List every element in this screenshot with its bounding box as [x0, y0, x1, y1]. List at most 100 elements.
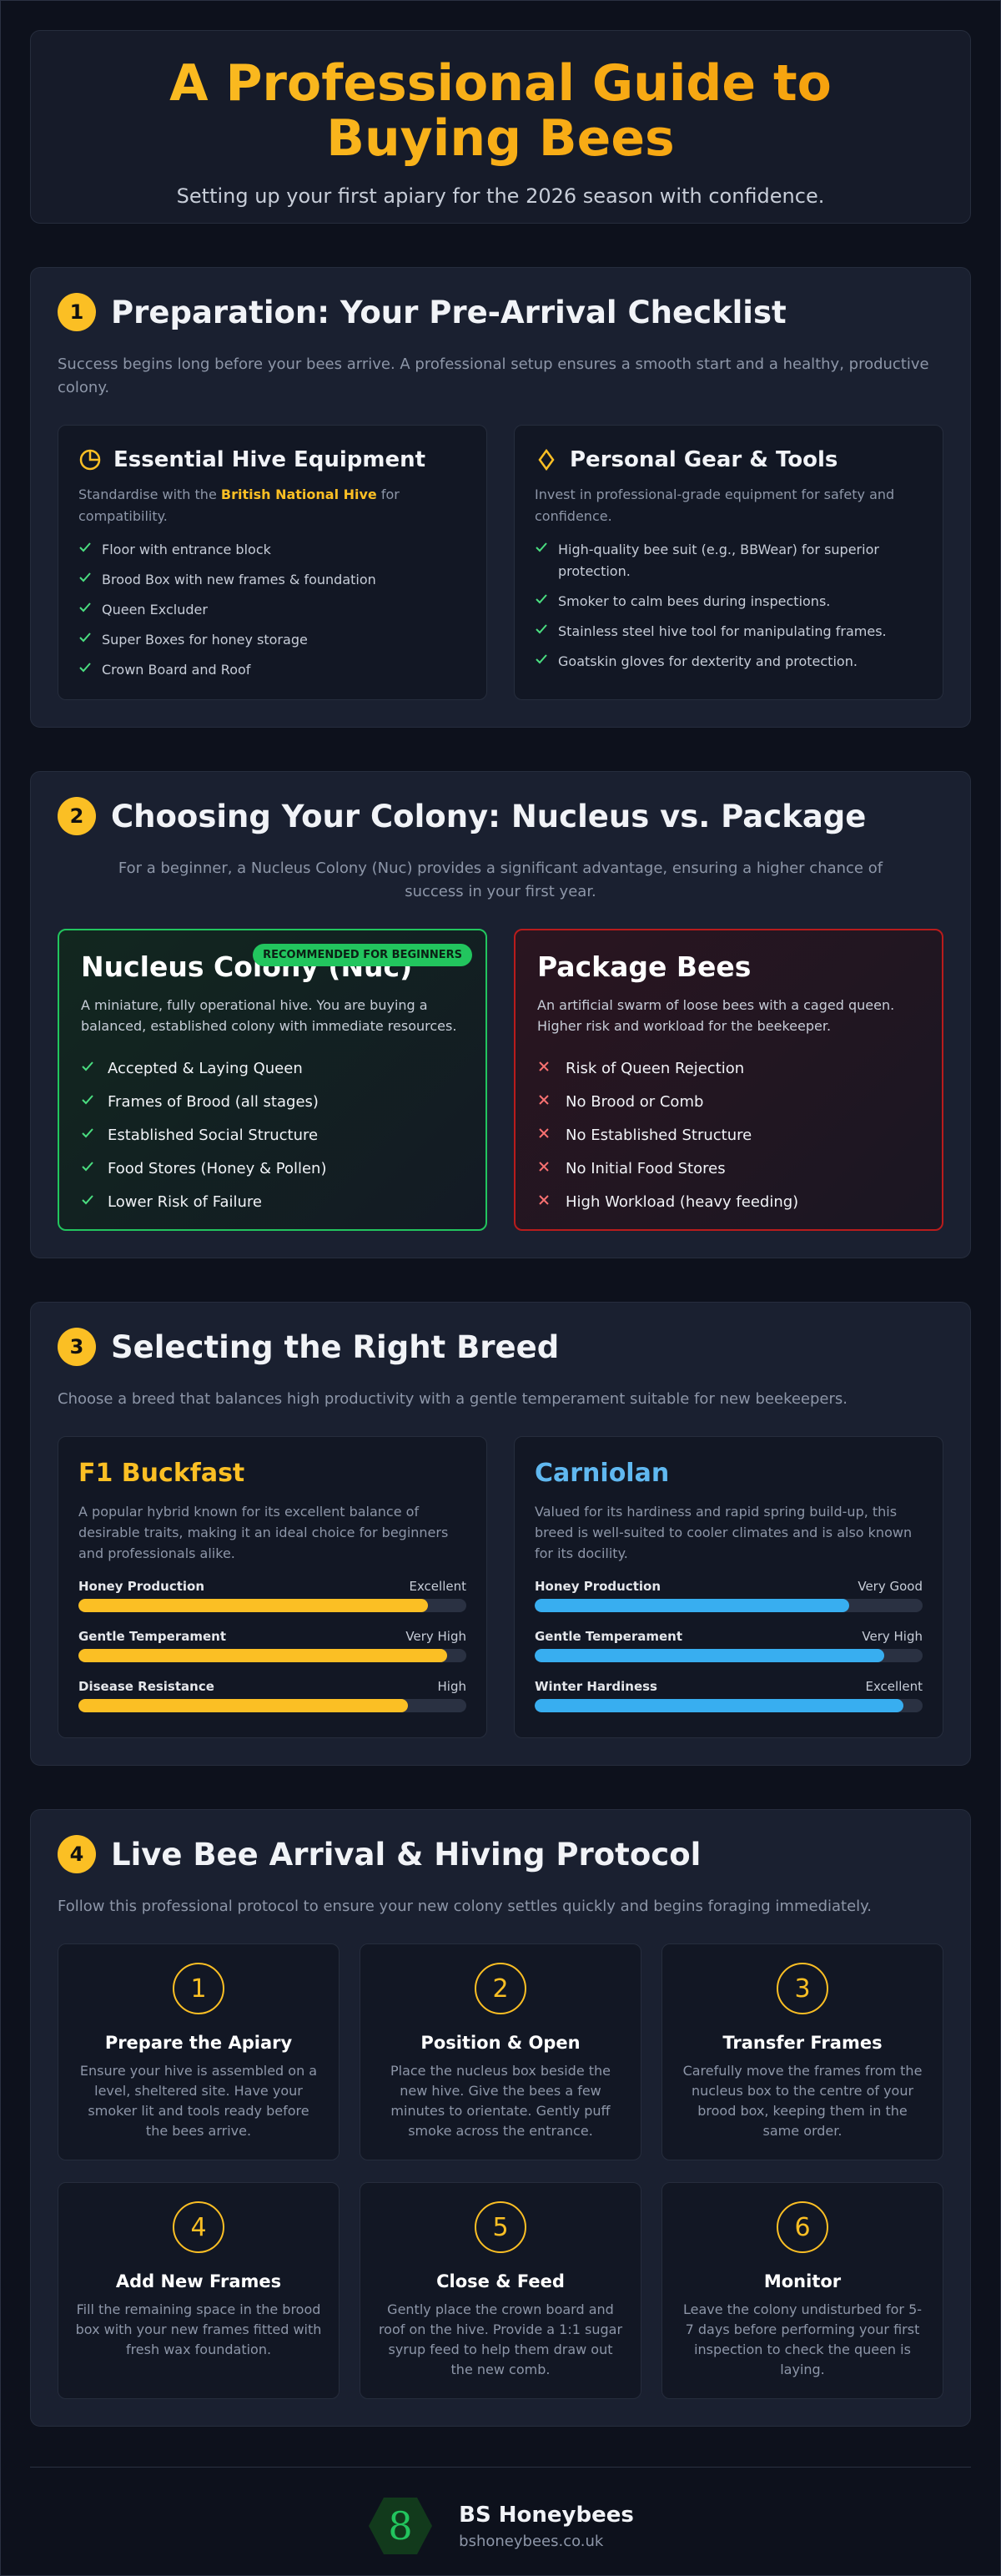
list-item: Queen Excluder: [78, 599, 466, 621]
card-title: Essential Hive Equipment: [113, 447, 426, 472]
logo: 8: [369, 2498, 433, 2554]
title: A Professional Guide to Buying Bees: [67, 56, 934, 166]
trait-rating: Excellent: [409, 1579, 466, 1594]
step-text: Ensure your hive is assembled on a level…: [79, 2063, 318, 2139]
icon: [81, 1093, 94, 1111]
bar-track: [78, 1699, 466, 1712]
item-text: High Workload (heavy feeding): [566, 1192, 799, 1211]
step-card: 5 Close & Feed Gently place the crown boar…: [360, 2182, 641, 2399]
item-text: Accepted & Laying Queen: [108, 1059, 303, 1077]
trait-row: Gentle Temperament Very High: [535, 1629, 923, 1644]
intro: Choose a breed that balances high produc…: [58, 1390, 848, 1408]
step-text: Fill the remaining space in the brood bo…: [75, 2301, 322, 2357]
footer: 8 BS Honeybees bshoneybees.co.uk: [30, 2467, 971, 2556]
trait-rating: Excellent: [865, 1679, 923, 1694]
desc: A miniature, fully operational hive. You…: [81, 997, 457, 1034]
list: Accepted & Laying Queen Frames of Brood (…: [81, 1051, 464, 1218]
trait-name: Gentle Temperament: [535, 1629, 682, 1644]
card: RECOMMENDED FOR BEGINNERS Nucleus Colony…: [58, 929, 487, 1231]
brand: BS Honeybees: [459, 2502, 634, 2528]
item-text: No Brood or Comb: [566, 1092, 704, 1111]
trait-row: Gentle Temperament Very High: [78, 1629, 466, 1644]
bar-track: [535, 1699, 923, 1712]
desc: Valued for its hardiness and rapid sprin…: [535, 1504, 913, 1561]
trait-row: Honey Production Excellent: [78, 1579, 466, 1594]
section-heading: Live Bee Arrival & Hiving Protocol: [111, 1836, 702, 1873]
list-item: Accepted & Laying Queen: [81, 1051, 464, 1085]
item-text: Risk of Queen Rejection: [566, 1059, 745, 1077]
trait-name: Winter Hardiness: [535, 1679, 657, 1694]
intro: Success begins long before your bees arr…: [58, 355, 929, 396]
step-title: Position & Open: [420, 2033, 581, 2053]
trait-name: Disease Resistance: [78, 1679, 214, 1694]
step-card: 3 Transfer Frames Carefully move the frame…: [661, 1943, 943, 2160]
trait-rating: High: [437, 1679, 466, 1694]
item-text: Frames of Brood (all stages): [108, 1092, 319, 1111]
icon: [81, 1193, 94, 1211]
list-item: High Workload (heavy feeding): [537, 1185, 920, 1218]
bar-fill: [78, 1649, 447, 1662]
icon: [535, 591, 548, 612]
icon: [537, 1127, 552, 1144]
desc: An artificial swarm of loose bees with a…: [537, 997, 895, 1034]
step-title: Close & Feed: [436, 2271, 565, 2291]
desc: Standardise with the: [78, 486, 221, 502]
icon: [78, 659, 92, 681]
list: Floor with entrance block Brood Box with …: [78, 539, 466, 681]
highlight: British National Hive: [220, 486, 377, 502]
card-title: Carniolan: [535, 1459, 670, 1488]
trait-row: Honey Production Very Good: [535, 1579, 923, 1594]
section-number: 1: [58, 293, 96, 331]
step-card: 1 Prepare the Apiary Ensure your hive is a…: [58, 1943, 340, 2160]
card-title: Personal Gear & Tools: [570, 447, 838, 472]
step-card: 2 Position & Open Place the nucleus box be…: [360, 1943, 641, 2160]
trait-rating: Very Good: [858, 1579, 923, 1594]
icon: [537, 1060, 552, 1077]
list-item: No Established Structure: [537, 1118, 920, 1152]
url: bshoneybees.co.uk: [459, 2532, 604, 2550]
list-item: Stainless steel hive tool for manipulati…: [535, 621, 923, 643]
intro: For a beginner, a Nucleus Colony (Nuc) p…: [118, 860, 883, 900]
section: 4 Live Bee Arrival & Hiving Protocol Foll…: [30, 1809, 971, 2427]
step-title: Prepare the Apiary: [104, 2033, 293, 2053]
item-text: Brood Box with new frames & foundation: [102, 572, 376, 587]
section-number: 4: [58, 1835, 96, 1873]
list-item: No Brood or Comb: [537, 1085, 920, 1118]
icon: [81, 1060, 94, 1077]
step-number: 6: [777, 2201, 828, 2253]
step-text: Place the nucleus box beside the new hiv…: [390, 2063, 611, 2139]
section-heading: Preparation: Your Pre-Arrival Checklist: [111, 294, 787, 330]
trait-row: Disease Resistance High: [78, 1679, 466, 1694]
icon: [78, 599, 92, 621]
badge: RECOMMENDED FOR BEGINNERS: [253, 944, 472, 966]
item-text: Queen Excluder: [102, 602, 208, 618]
icon: [537, 1193, 552, 1211]
item-text: Lower Risk of Failure: [108, 1192, 262, 1211]
bar-track: [535, 1649, 923, 1662]
item-text: Smoker to calm bees during inspections.: [558, 593, 831, 609]
icon: [535, 621, 548, 643]
svg-text:8: 8: [389, 2503, 413, 2548]
item-text: Stainless steel hive tool for manipulati…: [558, 623, 887, 639]
icon: [79, 449, 101, 471]
list-item: Crown Board and Roof: [78, 659, 466, 681]
step-number: 1: [173, 1963, 224, 2014]
subtitle: Setting up your first apiary for the 202…: [176, 184, 825, 208]
step-title: Transfer Frames: [722, 2033, 883, 2053]
trait-rating: Very High: [405, 1629, 466, 1644]
list-item: Food Stores (Honey & Pollen): [81, 1152, 464, 1185]
card-title: F1 Buckfast: [78, 1459, 245, 1488]
icon: [78, 569, 92, 591]
icon: [535, 539, 548, 582]
list-item: Super Boxes for honey storage: [78, 629, 466, 651]
step-text: Leave the colony undisturbed for 5-7 day…: [682, 2301, 923, 2377]
step-number: 5: [475, 2201, 526, 2253]
list-item: Lower Risk of Failure: [81, 1185, 464, 1218]
list-item: High-quality bee suit (e.g., BBWear) for…: [535, 539, 923, 582]
step-title: Add New Frames: [115, 2271, 282, 2291]
item-text: Crown Board and Roof: [102, 662, 251, 678]
list-item: Floor with entrance block: [78, 539, 466, 561]
step-card: 4 Add New Frames Fill the remaining space …: [58, 2182, 340, 2399]
header: A Professional Guide to Buying Bees Sett…: [30, 30, 971, 224]
bar-fill: [535, 1699, 903, 1712]
